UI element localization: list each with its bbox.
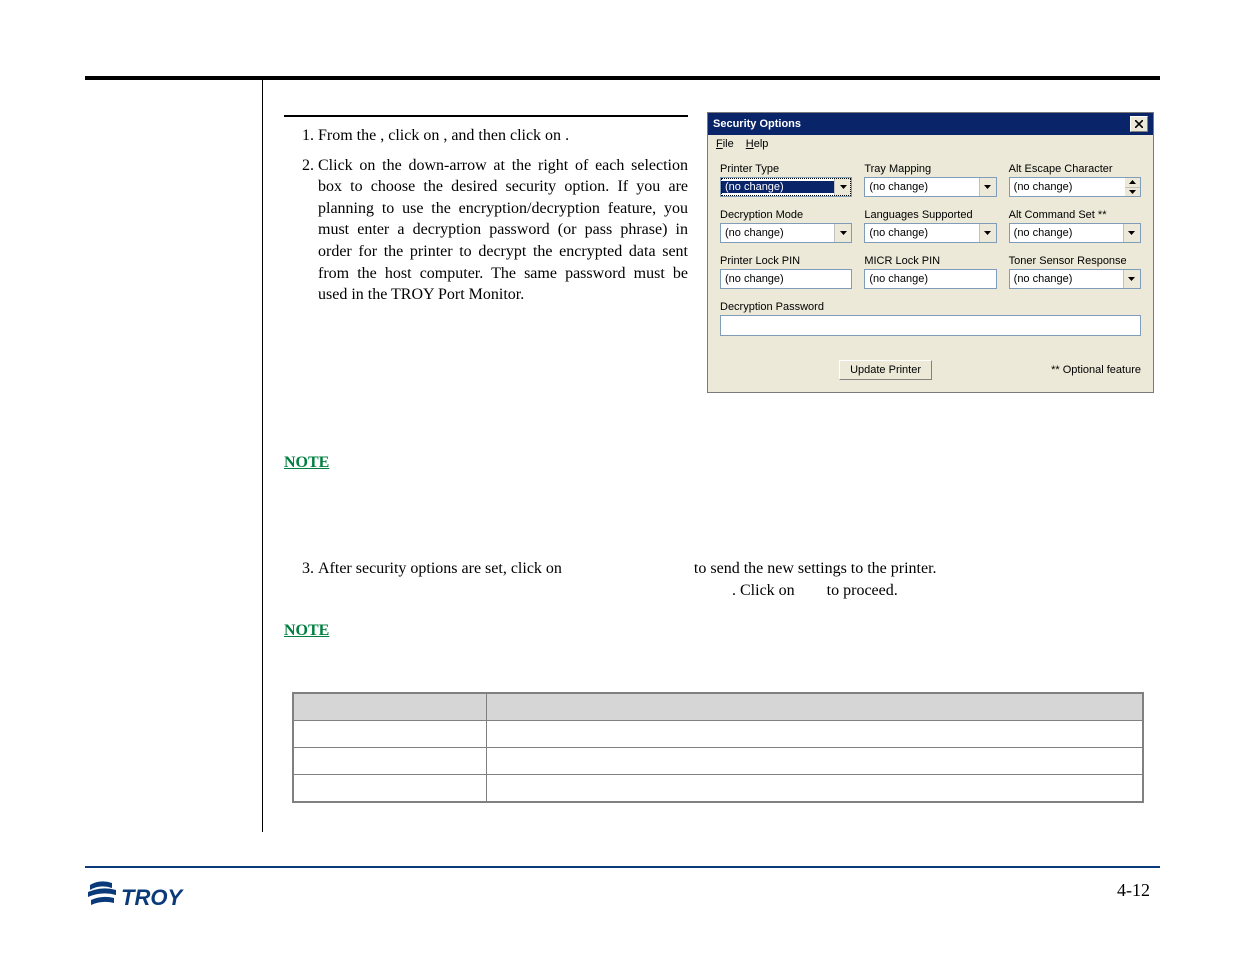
label-alt-escape: Alt Escape Character bbox=[1009, 163, 1141, 175]
table-header bbox=[293, 693, 487, 721]
step-2: Click on the down-arrow at the right of … bbox=[318, 155, 688, 306]
chevron-down-icon[interactable] bbox=[979, 224, 996, 242]
label-printer-type: Printer Type bbox=[720, 163, 852, 175]
dialog-titlebar[interactable]: Security Options bbox=[708, 113, 1153, 135]
note-label-1: NOTE bbox=[284, 454, 329, 472]
close-button[interactable] bbox=[1130, 116, 1148, 132]
combo-decryption-mode[interactable]: (no change) bbox=[720, 223, 852, 243]
input-decryption-password[interactable] bbox=[720, 315, 1141, 336]
table-row bbox=[293, 721, 1143, 748]
label-printer-lock: Printer Lock PIN bbox=[720, 255, 852, 267]
combo-languages[interactable]: (no change) bbox=[864, 223, 996, 243]
top-rule bbox=[85, 76, 1160, 80]
label-tray-mapping: Tray Mapping bbox=[864, 163, 996, 175]
spinner-value: (no change) bbox=[1010, 181, 1077, 193]
footer-rule bbox=[85, 866, 1160, 868]
text: , and then click on bbox=[443, 127, 565, 144]
step-3: After security options are set, click on… bbox=[318, 558, 1144, 601]
label-toner-sensor: Toner Sensor Response bbox=[1009, 255, 1141, 267]
label-alt-command: Alt Command Set ** bbox=[1009, 209, 1141, 221]
table-cell bbox=[293, 721, 487, 748]
menu-help[interactable]: Help bbox=[746, 138, 769, 150]
combo-value: (no change) bbox=[721, 227, 834, 239]
chevron-down-icon[interactable] bbox=[834, 224, 851, 242]
label-decryption-password: Decryption Password bbox=[720, 301, 1141, 313]
combo-value: (no change) bbox=[865, 227, 978, 239]
chevron-down-icon[interactable] bbox=[1123, 270, 1140, 288]
security-options-dialog: Security Options File Help Printer Type … bbox=[707, 112, 1154, 393]
table-cell bbox=[487, 775, 1144, 803]
combo-value: (no change) bbox=[1010, 273, 1123, 285]
text: . Click on bbox=[732, 582, 799, 599]
spinner-up-icon[interactable] bbox=[1125, 178, 1140, 187]
input-printer-lock[interactable]: (no change) bbox=[720, 269, 852, 289]
label-micr-lock: MICR Lock PIN bbox=[864, 255, 996, 267]
spinner-down-icon[interactable] bbox=[1125, 187, 1140, 197]
text: From the bbox=[318, 127, 380, 144]
troy-logo: TROY bbox=[88, 875, 218, 915]
svg-text:TROY: TROY bbox=[121, 885, 184, 910]
instructions-block: From the , click on , and then click on … bbox=[284, 125, 688, 314]
dialog-menubar: File Help bbox=[708, 135, 1153, 153]
chevron-down-icon[interactable] bbox=[834, 178, 851, 196]
table-cell bbox=[487, 721, 1144, 748]
table-cell bbox=[293, 775, 487, 803]
page-number: 4-12 bbox=[1117, 880, 1150, 901]
label-languages: Languages Supported bbox=[864, 209, 996, 221]
table-row bbox=[293, 775, 1143, 803]
text: . bbox=[565, 127, 569, 144]
combo-value: (no change) bbox=[1010, 227, 1123, 239]
menu-file[interactable]: File bbox=[716, 138, 734, 150]
combo-toner-sensor[interactable]: (no change) bbox=[1009, 269, 1141, 289]
combo-alt-command[interactable]: (no change) bbox=[1009, 223, 1141, 243]
options-table bbox=[292, 692, 1144, 803]
input-value: (no change) bbox=[721, 273, 788, 285]
text: to proceed. bbox=[827, 582, 898, 599]
combo-tray-mapping[interactable]: (no change) bbox=[864, 177, 996, 197]
label-decryption-mode: Decryption Mode bbox=[720, 209, 852, 221]
input-value: (no change) bbox=[865, 273, 932, 285]
combo-value: (no change) bbox=[865, 181, 978, 193]
text: to send the new settings to the printer. bbox=[694, 560, 937, 577]
table-header bbox=[487, 693, 1144, 721]
table-header-row bbox=[293, 693, 1143, 721]
table-cell bbox=[293, 748, 487, 775]
chevron-down-icon[interactable] bbox=[979, 178, 996, 196]
text: , click on bbox=[380, 127, 443, 144]
table-cell bbox=[487, 748, 1144, 775]
text: After security options are set, click on bbox=[318, 560, 566, 577]
step-3-block: After security options are set, click on… bbox=[284, 558, 1144, 601]
optional-feature-note: ** Optional feature bbox=[1051, 364, 1141, 376]
step-1: From the , click on , and then click on … bbox=[318, 125, 688, 147]
update-printer-button[interactable]: Update Printer bbox=[839, 360, 932, 380]
combo-printer-type[interactable]: (no change) bbox=[720, 177, 852, 197]
vertical-divider bbox=[262, 80, 263, 832]
chevron-down-icon[interactable] bbox=[1123, 224, 1140, 242]
input-micr-lock[interactable]: (no change) bbox=[864, 269, 996, 289]
combo-value: (no change) bbox=[721, 181, 834, 193]
dialog-title: Security Options bbox=[713, 118, 801, 130]
table-row bbox=[293, 748, 1143, 775]
dialog-body: Printer Type (no change) Tray Mapping (n… bbox=[708, 153, 1153, 392]
note-label-2: NOTE bbox=[284, 622, 329, 640]
close-icon bbox=[1135, 120, 1143, 128]
page: From the , click on , and then click on … bbox=[0, 0, 1235, 954]
spinner-alt-escape[interactable]: (no change) bbox=[1009, 177, 1141, 197]
step-rule bbox=[284, 115, 688, 117]
